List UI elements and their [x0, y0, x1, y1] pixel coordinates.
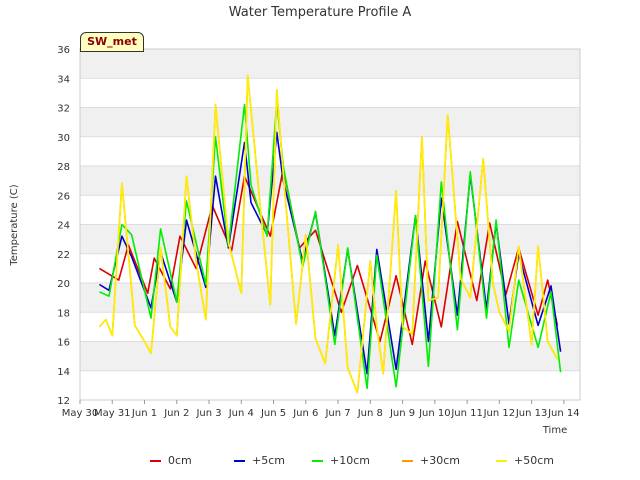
- y-tick-label: 36: [57, 45, 70, 56]
- legend-swatch: [496, 460, 507, 462]
- legend-label: +10cm: [330, 454, 370, 467]
- legend-item: +50cm: [496, 452, 554, 470]
- background-band: [80, 49, 580, 79]
- legend-swatch: [150, 460, 161, 462]
- y-tick-label: 30: [57, 133, 70, 144]
- x-axis-label: Time: [542, 425, 567, 436]
- x-tick-label: Jun 7: [324, 408, 350, 419]
- background-band: [80, 107, 580, 137]
- series-lines: [98, 74, 562, 394]
- y-tick-label: 28: [57, 162, 70, 173]
- x-tick-label: May 31: [94, 408, 131, 419]
- x-tick-label: Jun 13: [515, 408, 548, 419]
- x-tick-label: Jun 1: [131, 408, 157, 419]
- background-band: [80, 341, 580, 371]
- y-tick-label: 22: [57, 250, 70, 261]
- y-tick-label: 14: [57, 367, 70, 378]
- x-tick-label: Jun 3: [195, 408, 221, 419]
- x-tick-label: Jun 5: [260, 408, 286, 419]
- y-tick-label: 24: [57, 221, 70, 232]
- x-tick-label: Jun 14: [547, 408, 580, 419]
- y-tick-label: 18: [57, 308, 70, 319]
- y-tick-label: 34: [57, 74, 70, 85]
- chart-title: Water Temperature Profile A: [229, 5, 412, 20]
- y-tick-label: 32: [57, 104, 70, 115]
- plot-area: [79, 48, 581, 401]
- background-band: [80, 224, 580, 254]
- legend-item: +10cm: [312, 452, 370, 470]
- series-line-0cm: [98, 168, 559, 346]
- legend-swatch: [234, 460, 245, 462]
- y-tick-label: 16: [57, 338, 70, 349]
- legend-item: +30cm: [402, 452, 460, 470]
- background-band: [80, 166, 580, 196]
- legend-label: +30cm: [420, 454, 460, 467]
- y-axis-label: Temperature (C): [9, 184, 20, 266]
- legend-item: 0cm: [150, 452, 192, 470]
- station-badge: SW_met: [80, 32, 144, 52]
- y-axis-ticks: 12 14 16 18 20 22 24 26 28 30 32 34 36: [57, 45, 70, 407]
- x-tick-label: Jun 6: [292, 408, 318, 419]
- y-tick-label: 20: [57, 279, 70, 290]
- legend-label: 0cm: [168, 454, 192, 467]
- x-tick-label: Jun 2: [163, 408, 189, 419]
- x-tick-label: Jun 10: [418, 408, 451, 419]
- chart-legend: 0cm +5cm +10cm +30cm +50cm: [150, 452, 554, 470]
- series-line-50cm: [98, 74, 559, 394]
- legend-label: +50cm: [514, 454, 554, 467]
- x-tick-label: Jun 12: [483, 408, 516, 419]
- y-tick-label: 26: [57, 191, 70, 202]
- series-line-10cm: [99, 100, 562, 390]
- y-tick-label: 12: [57, 396, 70, 407]
- x-tick-label: Jun 11: [450, 408, 483, 419]
- legend-label: +5cm: [252, 454, 285, 467]
- x-tick-label: Jun 8: [357, 408, 383, 419]
- background-bands: [80, 49, 580, 371]
- legend-swatch: [402, 460, 413, 462]
- legend-item: +5cm: [234, 452, 285, 470]
- x-tick-label: May 30: [62, 408, 99, 419]
- x-tick-label: Jun 4: [228, 408, 254, 419]
- x-tick-label: Jun 9: [389, 408, 415, 419]
- legend-swatch: [312, 460, 323, 462]
